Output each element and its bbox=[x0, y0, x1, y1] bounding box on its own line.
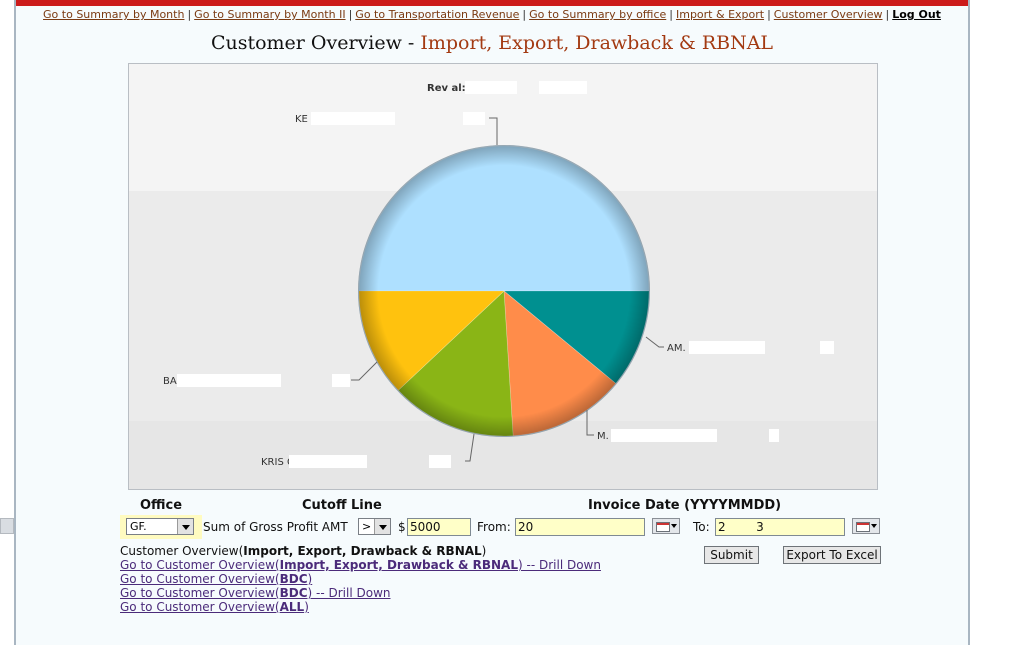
calendar-icon bbox=[856, 522, 870, 532]
current-view-bold: Import, Export, Drawback & RBNAL bbox=[243, 544, 482, 558]
callout-line-4 bbox=[351, 361, 378, 381]
nav-summary-by-office[interactable]: Go to Summary by office bbox=[529, 8, 667, 21]
link-suffix: ) bbox=[304, 600, 309, 614]
link-bdc[interactable]: Go to Customer Overview(BDC) bbox=[120, 572, 601, 586]
redaction-mask bbox=[332, 374, 350, 387]
submit-button[interactable]: Submit bbox=[704, 546, 759, 564]
nav-separator: | bbox=[348, 8, 353, 21]
chart-title: Rev al: $ 5., bbox=[427, 83, 494, 94]
currency-symbol: $ bbox=[398, 520, 406, 534]
cutoff-amount-input[interactable] bbox=[407, 518, 471, 536]
link-prefix: Go to Customer Overview( bbox=[120, 558, 280, 572]
page-title-accent: Import, Export, Drawback & RBNAL bbox=[420, 32, 774, 54]
operator-select-value: > bbox=[362, 520, 372, 533]
chevron-down-icon bbox=[177, 519, 193, 534]
callout-line-2 bbox=[586, 410, 594, 436]
link-ie-drill-down[interactable]: Go to Customer Overview(Import, Export, … bbox=[120, 558, 601, 572]
pie-chart-panel: Rev al: $ 5., KE S INC , $2. 8 AM. EAL ,… bbox=[128, 63, 878, 490]
redaction-mask bbox=[539, 81, 587, 94]
nav-customer-overview[interactable]: Customer Overview bbox=[773, 8, 883, 21]
redaction-mask bbox=[769, 429, 779, 442]
link-suffix: ) bbox=[307, 572, 313, 586]
current-view-suffix: ) bbox=[481, 544, 487, 558]
logout-link[interactable]: Log Out bbox=[892, 8, 941, 21]
redaction-mask bbox=[463, 112, 485, 125]
redaction-mask bbox=[611, 429, 717, 442]
nav-separator: | bbox=[669, 8, 673, 21]
chevron-down-icon bbox=[671, 524, 677, 528]
export-excel-button[interactable]: Export To Excel bbox=[783, 546, 881, 564]
link-suffix: ) -- Drill Down bbox=[307, 586, 391, 600]
link-all[interactable]: Go to Customer Overview(ALL) bbox=[120, 600, 601, 614]
office-select-value: GF. bbox=[130, 520, 147, 533]
invoice-date-header: Invoice Date (YYYYMMDD) bbox=[588, 498, 782, 513]
redaction-mask bbox=[429, 455, 451, 468]
nav-separator: | bbox=[885, 8, 890, 21]
link-bold: ALL bbox=[279, 600, 305, 614]
callout-line-0 bbox=[489, 117, 498, 145]
nav-separator: | bbox=[522, 8, 527, 21]
chevron-down-icon bbox=[374, 519, 390, 534]
page-frame: Go to Summary by Month | Go to Summary by … bbox=[14, 0, 970, 645]
top-accent-bar bbox=[16, 0, 968, 6]
callout-lines bbox=[351, 117, 664, 462]
current-view-prefix: Customer Overview( bbox=[120, 544, 244, 558]
redaction-mask bbox=[289, 455, 367, 468]
pie-outline bbox=[358, 145, 650, 437]
cutoff-field-label: Sum of Gross Profit AMT bbox=[203, 520, 348, 534]
link-bold: BDC bbox=[279, 572, 308, 586]
current-view-label: Customer Overview(Import, Export, Drawba… bbox=[120, 544, 601, 558]
top-nav: Go to Summary by Month | Go to Summary by … bbox=[16, 8, 968, 21]
nav-separator: | bbox=[767, 8, 771, 21]
redaction-mask bbox=[465, 81, 517, 94]
office-select[interactable]: GF. bbox=[126, 518, 194, 535]
window-left-edge bbox=[0, 0, 14, 645]
redaction-mask bbox=[820, 341, 834, 354]
from-calendar-button[interactable] bbox=[652, 518, 680, 534]
callout-line-3 bbox=[465, 433, 475, 462]
from-label: From: bbox=[477, 520, 511, 534]
to-date-input[interactable] bbox=[715, 518, 845, 536]
redaction-mask bbox=[177, 374, 281, 387]
page-title-main: Customer Overview - bbox=[210, 32, 421, 54]
nav-separator: | bbox=[187, 8, 192, 21]
link-prefix: Go to Customer Overview( bbox=[120, 600, 280, 614]
link-prefix: Go to Customer Overview( bbox=[120, 586, 280, 600]
to-label: To: bbox=[693, 520, 710, 534]
cutoff-header: Cutoff Line bbox=[302, 498, 382, 513]
callout-line-1 bbox=[645, 336, 664, 348]
nav-import-export[interactable]: Import & Export bbox=[675, 8, 765, 21]
page-title: Customer Overview - Import, Export, Draw… bbox=[16, 32, 968, 54]
redaction-mask bbox=[311, 112, 395, 125]
link-bdc-drill-down[interactable]: Go to Customer Overview(BDC) -- Drill Do… bbox=[120, 586, 601, 600]
office-header: Office bbox=[140, 498, 183, 513]
scrollbar-nub[interactable] bbox=[0, 518, 14, 534]
chevron-down-icon bbox=[871, 524, 877, 528]
to-calendar-button[interactable] bbox=[852, 518, 880, 534]
overview-links: Customer Overview(Import, Export, Drawba… bbox=[120, 544, 601, 614]
nav-summary-by-month-ii[interactable]: Go to Summary by Month II bbox=[194, 8, 346, 21]
link-prefix: Go to Customer Overview( bbox=[120, 572, 280, 586]
nav-transportation-revenue[interactable]: Go to Transportation Revenue bbox=[355, 8, 520, 21]
pie-chart: Rev al: $ 5., KE S INC , $2. 8 AM. EAL ,… bbox=[129, 64, 877, 489]
pie-rim-shade bbox=[358, 145, 650, 437]
link-bold: Import, Export, Drawback & RBNAL bbox=[279, 558, 518, 572]
link-bold: BDC bbox=[279, 586, 308, 600]
nav-summary-by-month[interactable]: Go to Summary by Month bbox=[43, 8, 185, 21]
link-suffix: ) -- Drill Down bbox=[518, 558, 601, 572]
calendar-icon bbox=[656, 522, 670, 532]
from-date-input[interactable] bbox=[515, 518, 645, 536]
window-right-gutter bbox=[968, 0, 1029, 645]
operator-select[interactable]: > bbox=[358, 518, 391, 535]
redaction-mask bbox=[689, 341, 765, 354]
